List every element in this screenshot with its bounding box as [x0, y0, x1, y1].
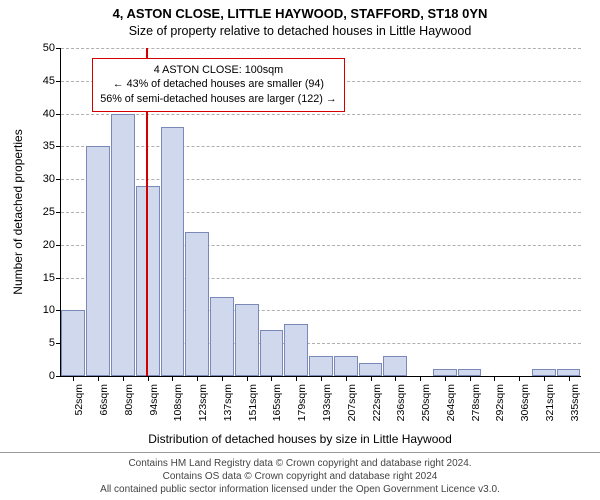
- x-tick: [172, 376, 173, 381]
- x-tick-label: 94sqm: [148, 384, 160, 416]
- y-tick: [56, 376, 61, 377]
- annotation-line-3: 56% of semi-detached houses are larger (…: [100, 92, 336, 107]
- x-tick-label: 80sqm: [123, 384, 135, 416]
- bar: [210, 297, 234, 376]
- bar: [260, 330, 284, 376]
- y-tick-label: 10: [43, 304, 55, 316]
- x-tick-label: 278sqm: [470, 384, 482, 421]
- x-tick: [98, 376, 99, 381]
- footer-line-1: Contains HM Land Registry data © Crown c…: [0, 457, 600, 470]
- x-tick: [395, 376, 396, 381]
- x-tick-label: 108sqm: [172, 384, 184, 421]
- y-tick-label: 40: [43, 108, 55, 120]
- x-tick-label: 207sqm: [346, 384, 358, 421]
- x-tick: [544, 376, 545, 381]
- chart-title-subtitle: Size of property relative to detached ho…: [0, 24, 600, 38]
- x-tick-label: 250sqm: [420, 384, 432, 421]
- bar: [61, 310, 85, 376]
- bar: [235, 304, 259, 376]
- gridline: [61, 48, 581, 49]
- x-tick: [494, 376, 495, 381]
- x-tick: [296, 376, 297, 381]
- y-tick: [56, 212, 61, 213]
- y-tick-label: 50: [43, 42, 55, 54]
- y-tick-label: 20: [43, 239, 55, 251]
- y-tick: [56, 114, 61, 115]
- x-tick: [445, 376, 446, 381]
- y-tick: [56, 278, 61, 279]
- bar: [383, 356, 407, 376]
- bar: [309, 356, 333, 376]
- annotation-line-1: 4 ASTON CLOSE: 100sqm: [100, 63, 336, 78]
- x-tick-label: 222sqm: [371, 384, 383, 421]
- y-tick: [56, 146, 61, 147]
- y-axis-label: Number of detached properties: [11, 129, 25, 294]
- bar: [334, 356, 358, 376]
- x-axis-label: Distribution of detached houses by size …: [0, 432, 600, 446]
- x-tick-label: 306sqm: [519, 384, 531, 421]
- x-tick: [123, 376, 124, 381]
- bar: [111, 114, 135, 376]
- x-tick-label: 335sqm: [569, 384, 581, 421]
- x-tick: [519, 376, 520, 381]
- annotation-box: 4 ASTON CLOSE: 100sqm← 43% of detached h…: [92, 58, 344, 112]
- x-tick: [569, 376, 570, 381]
- x-tick: [470, 376, 471, 381]
- y-tick: [56, 48, 61, 49]
- x-tick: [321, 376, 322, 381]
- y-tick: [56, 81, 61, 82]
- x-tick-label: 264sqm: [445, 384, 457, 421]
- y-tick: [56, 245, 61, 246]
- x-tick-label: 165sqm: [271, 384, 283, 421]
- y-tick-label: 15: [43, 272, 55, 284]
- y-tick-label: 30: [43, 173, 55, 185]
- annotation-line-2: ← 43% of detached houses are smaller (94…: [100, 77, 336, 92]
- bar: [185, 232, 209, 376]
- x-tick-label: 137sqm: [222, 384, 234, 421]
- bar: [161, 127, 185, 376]
- footer-line-3: All contained public sector information …: [0, 483, 600, 496]
- x-tick-label: 52sqm: [73, 384, 85, 416]
- x-tick-label: 151sqm: [247, 384, 259, 421]
- x-tick: [247, 376, 248, 381]
- y-tick-label: 25: [43, 206, 55, 218]
- x-tick: [148, 376, 149, 381]
- y-tick: [56, 310, 61, 311]
- y-tick-label: 45: [43, 75, 55, 87]
- gridline: [61, 114, 581, 115]
- y-tick: [56, 343, 61, 344]
- chart-title-address: 4, ASTON CLOSE, LITTLE HAYWOOD, STAFFORD…: [0, 6, 600, 21]
- x-tick-label: 66sqm: [98, 384, 110, 416]
- x-tick-label: 292sqm: [494, 384, 506, 421]
- y-tick-label: 35: [43, 140, 55, 152]
- y-tick-label: 0: [49, 370, 55, 382]
- gridline: [61, 179, 581, 180]
- y-tick: [56, 179, 61, 180]
- x-tick-label: 321sqm: [544, 384, 556, 421]
- bar: [359, 363, 383, 376]
- x-tick-label: 236sqm: [395, 384, 407, 421]
- chart-plot-area: 0510152025303540455052sqm66sqm80sqm94sqm…: [60, 48, 581, 377]
- bar: [284, 324, 308, 376]
- x-tick: [371, 376, 372, 381]
- y-tick-label: 5: [49, 337, 55, 349]
- x-tick-label: 123sqm: [197, 384, 209, 421]
- x-tick-label: 179sqm: [296, 384, 308, 421]
- x-tick: [420, 376, 421, 381]
- x-tick: [271, 376, 272, 381]
- footer-line-2: Contains OS data © Crown copyright and d…: [0, 470, 600, 483]
- bar: [86, 146, 110, 376]
- x-tick: [197, 376, 198, 381]
- gridline: [61, 146, 581, 147]
- x-tick: [222, 376, 223, 381]
- license-footer: Contains HM Land Registry data © Crown c…: [0, 452, 600, 498]
- x-tick-label: 193sqm: [321, 384, 333, 421]
- x-tick: [346, 376, 347, 381]
- x-tick: [73, 376, 74, 381]
